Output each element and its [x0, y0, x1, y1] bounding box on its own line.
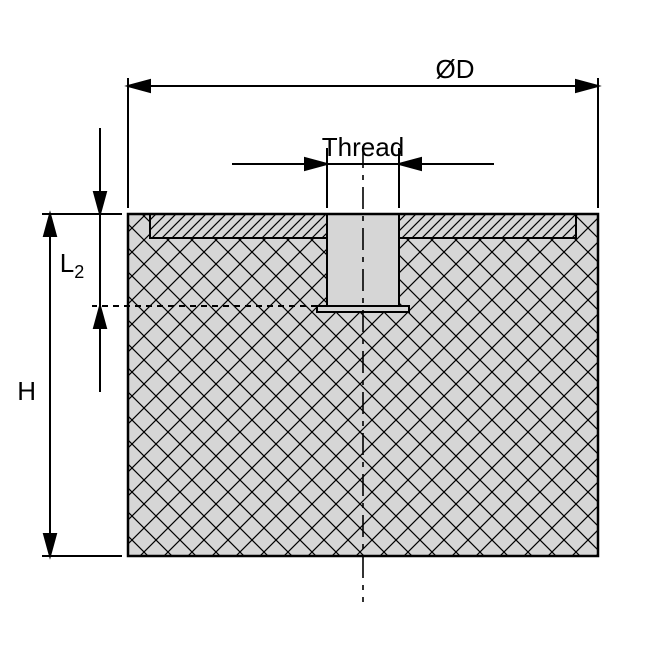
- label-L2: L2: [60, 248, 84, 282]
- label-D: ØD: [436, 54, 475, 84]
- plate-right: [399, 214, 576, 238]
- plate-left: [150, 214, 327, 238]
- label-H: H: [17, 376, 36, 406]
- label-Thread: Thread: [322, 132, 404, 162]
- technical-drawing: ØD Thread H: [0, 0, 670, 670]
- dimension-D: ØD: [128, 54, 598, 208]
